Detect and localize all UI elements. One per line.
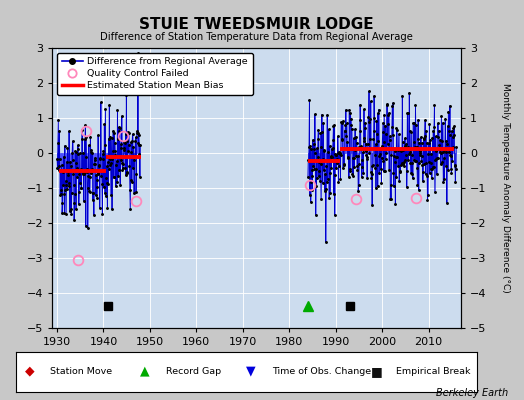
Text: Difference of Station Temperature Data from Regional Average: Difference of Station Temperature Data f… bbox=[100, 32, 413, 42]
Text: ▼: ▼ bbox=[246, 365, 256, 378]
Text: ◆: ◆ bbox=[25, 365, 35, 378]
Text: ▲: ▲ bbox=[140, 365, 150, 378]
Text: Record Gap: Record Gap bbox=[166, 367, 221, 376]
Legend: Difference from Regional Average, Quality Control Failed, Estimated Station Mean: Difference from Regional Average, Qualit… bbox=[57, 53, 253, 95]
Text: Time of Obs. Change: Time of Obs. Change bbox=[271, 367, 371, 376]
Text: Empirical Break: Empirical Break bbox=[396, 367, 471, 376]
Text: Berkeley Earth: Berkeley Earth bbox=[436, 388, 508, 398]
Title: STUIE TWEEDSMUIR LODGE: STUIE TWEEDSMUIR LODGE bbox=[139, 16, 374, 32]
Text: ■: ■ bbox=[371, 365, 383, 378]
Text: Station Move: Station Move bbox=[50, 367, 113, 376]
Y-axis label: Monthly Temperature Anomaly Difference (°C): Monthly Temperature Anomaly Difference (… bbox=[500, 83, 509, 293]
